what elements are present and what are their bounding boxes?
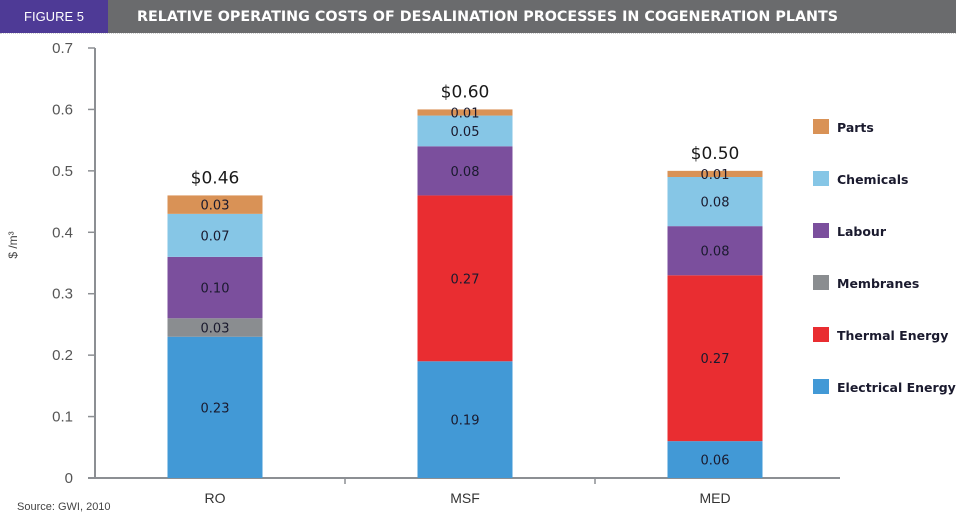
y-tick-label: 0.7 <box>52 40 73 57</box>
y-tick-label: 0.1 <box>52 409 73 426</box>
bar-segment-parts <box>667 170 763 177</box>
segment-label-labour: 0.08 <box>701 245 730 260</box>
y-tick-label: 0.6 <box>52 101 73 118</box>
x-tick-label-msf: MSF <box>450 490 480 506</box>
legend-label: Membranes <box>837 276 919 291</box>
legend: Parts Chemicals Labour Membranes Thermal Ene… <box>813 119 956 395</box>
bar-segment-membranes <box>167 318 263 337</box>
legend-item-parts: Parts <box>813 119 874 135</box>
segment-label-chemicals: 0.08 <box>701 196 730 211</box>
y-tick-label: 0 <box>65 470 73 487</box>
bar-segment-chemicals <box>417 115 513 147</box>
segment-label-thermal-energy: 0.27 <box>451 272 480 287</box>
y-axis-label: $ /m³ <box>6 231 20 258</box>
y-tick-label: 0.2 <box>52 347 73 364</box>
bar-segment-electrical-energy <box>417 361 513 478</box>
bar-stack-msf: 0.19 0.27 0.08 0.05 0.01 $0.60 <box>417 82 513 478</box>
bar-segment-electrical-energy <box>167 336 263 478</box>
bar-total-label: $0.50 <box>691 144 740 164</box>
segment-label-membranes: 0.03 <box>201 322 230 337</box>
legend-swatch <box>813 275 829 290</box>
legend-item-electrical-energy: Electrical Energy <box>813 379 956 395</box>
bar-segment-electrical-energy <box>667 441 763 478</box>
x-tick-label-ro: RO <box>205 490 226 506</box>
legend-swatch <box>813 223 829 238</box>
bar-segment-thermal-energy <box>667 275 763 442</box>
x-tick-label-med: MED <box>699 490 730 506</box>
bar-stack-med: 0.06 0.27 0.08 0.08 0.01 $0.50 <box>667 144 763 478</box>
bar-segment-chemicals <box>167 213 263 257</box>
legend-label: Thermal Energy <box>837 328 948 343</box>
header-divider <box>0 33 956 35</box>
legend-item-thermal-energy: Thermal Energy <box>813 327 948 343</box>
bar-segment-parts <box>167 195 263 214</box>
y-tick-label: 0.3 <box>52 286 73 303</box>
segment-label-labour: 0.10 <box>201 282 230 297</box>
source-note: Source: GWI, 2010 <box>17 501 111 513</box>
legend-item-membranes: Membranes <box>813 275 919 291</box>
segment-label-thermal-energy: 0.27 <box>701 352 730 367</box>
legend-swatch <box>813 327 829 342</box>
segment-label-chemicals: 0.07 <box>201 229 230 244</box>
legend-swatch <box>813 379 829 394</box>
bar-total-label: $0.60 <box>441 82 490 102</box>
legend-label: Parts <box>837 120 874 135</box>
legend-swatch <box>813 119 829 134</box>
legend-item-chemicals: Chemicals <box>813 171 908 187</box>
bar-segment-thermal-energy <box>417 195 513 362</box>
y-tick-label: 0.5 <box>52 163 73 180</box>
figure-label: FIGURE 5 <box>0 0 108 33</box>
segment-label-parts: 0.01 <box>701 168 730 183</box>
segment-label-electrical-energy: 0.23 <box>201 401 230 416</box>
legend-label: Electrical Energy <box>837 380 956 395</box>
bar-total-label: $0.46 <box>191 168 240 188</box>
segment-label-labour: 0.08 <box>451 165 480 180</box>
segment-label-parts: 0.03 <box>201 199 230 214</box>
bar-segment-labour <box>417 146 513 196</box>
segment-label-parts: 0.01 <box>451 107 480 122</box>
segment-label-electrical-energy: 0.19 <box>451 414 480 429</box>
legend-label: Chemicals <box>837 172 908 187</box>
bar-segment-parts <box>417 109 513 116</box>
bar-stack-ro: 0.23 0.03 0.10 0.07 0.03 $0.46 <box>167 168 263 478</box>
legend-item-labour: Labour <box>813 223 887 239</box>
bar-segment-labour <box>167 256 263 319</box>
legend-swatch <box>813 171 829 186</box>
y-tick-label: 0.4 <box>52 224 73 241</box>
bar-segment-labour <box>667 226 763 276</box>
bars: 0.230.030.100.070.03$0.460.190.270.080.0… <box>167 82 763 478</box>
chart-title: RELATIVE OPERATING COSTS OF DESALINATION… <box>137 8 839 25</box>
title-bar <box>0 0 956 33</box>
legend-label: Labour <box>837 224 887 239</box>
bar-segment-chemicals <box>667 177 763 227</box>
segment-label-electrical-energy: 0.06 <box>701 454 730 469</box>
segment-label-chemicals: 0.05 <box>451 125 480 140</box>
